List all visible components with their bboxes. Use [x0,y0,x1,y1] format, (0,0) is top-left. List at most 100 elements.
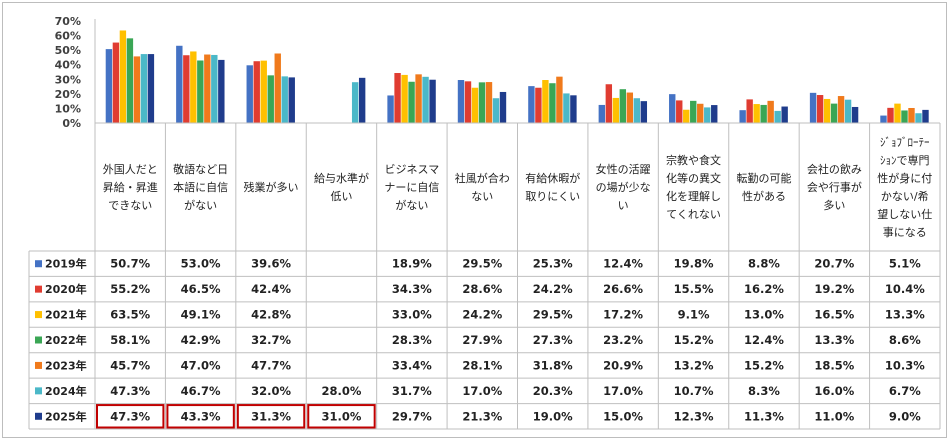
bar [767,100,774,123]
y-tick-label: 10% [55,102,81,115]
bar [457,80,465,123]
category-label: 転勤の可能性がある [736,171,791,203]
data-label: 16.2% [744,282,784,296]
data-label: 42.4% [251,282,291,296]
data-label: 29.7% [392,409,432,423]
legend-swatch [35,285,42,293]
data-label: 47.3% [110,384,150,398]
bar [887,107,894,123]
bar [147,54,155,123]
data-label: 31.0% [322,409,362,423]
data-label: 33.0% [392,308,432,322]
bar [669,94,676,123]
data-label: 28.3% [392,333,432,347]
data-label: 13.2% [674,358,714,372]
bar [542,80,549,123]
bar [140,54,148,123]
category-label: 社風が合わない [455,171,510,203]
data-label: 8.8% [748,257,780,271]
bar [274,53,281,123]
bar [619,89,627,123]
bar [351,82,359,123]
legend-label: 2020年 [45,282,87,296]
category-label: 会社の飲み会や行事が多い [807,162,862,212]
data-label: 15.5% [674,282,714,296]
bar [218,59,225,123]
data-label: 16.0% [814,384,854,398]
data-label: 28.0% [322,384,362,398]
bar [190,51,197,123]
bar [781,106,788,123]
bar [570,95,577,123]
category-label: 宗教や食文化等の異文化を理解してくれない [666,153,721,221]
legend-label: 2024年 [45,384,87,398]
bar [422,76,429,123]
bar [816,95,824,123]
data-label: 5.1% [889,257,921,271]
bar [401,74,408,123]
bar [851,106,859,123]
data-label: 18.5% [814,358,854,372]
bar [415,74,422,123]
y-tick-label: 40% [55,59,81,72]
bar [549,83,556,123]
category-label: 敬語など日本語に自信がない [173,162,228,212]
bar [915,113,922,123]
bar [133,56,141,124]
legend-label: 2021年 [45,308,87,322]
highlight-box [307,404,376,429]
data-label: 24.2% [462,308,502,322]
data-label: 47.7% [251,358,291,372]
data-label: 12.3% [674,409,714,423]
bar [908,107,915,123]
data-label: 9.1% [678,308,710,322]
bar [253,61,260,123]
bar [464,81,472,123]
data-label: 47.3% [110,409,150,423]
data-label: 29.5% [533,308,573,322]
bar [598,104,606,123]
bar [676,100,683,123]
data-label: 31.8% [533,358,573,372]
legend-swatch [35,336,42,344]
bar [281,76,288,123]
legend-label: 2022年 [45,333,87,347]
bar [492,98,500,123]
bar [563,93,570,123]
data-label: 12.4% [744,333,784,347]
data-label: 24.2% [533,282,573,296]
bar [556,76,563,123]
bar [640,101,648,123]
data-label: 53.0% [181,257,221,271]
highlight-box [166,404,235,429]
bar [246,65,253,123]
bar [105,49,113,123]
highlight-box [96,404,165,429]
data-label: 49.1% [181,308,221,322]
data-label: 18.9% [392,257,432,271]
bar [119,30,127,123]
bar [612,97,620,123]
bar [697,103,704,123]
bar [690,100,697,123]
bar [408,81,415,123]
bar [499,91,507,123]
data-label: 63.5% [110,308,150,322]
category-label: 有給休暇が取りにくい [525,171,580,203]
bar [204,54,211,124]
category-label: 給与水準が低い [314,171,369,203]
y-tick-label: 70% [55,15,81,28]
bar [823,98,831,123]
data-label: 34.3% [392,282,432,296]
data-label: 27.9% [462,333,502,347]
bar [528,86,535,123]
data-label: 17.0% [462,384,502,398]
legend-swatch [35,311,42,319]
category-label: 外国人だと昇給・昇進できない [103,163,158,212]
bar [922,109,929,123]
legend-swatch [35,387,42,395]
bar [605,84,613,123]
bar [535,87,542,123]
